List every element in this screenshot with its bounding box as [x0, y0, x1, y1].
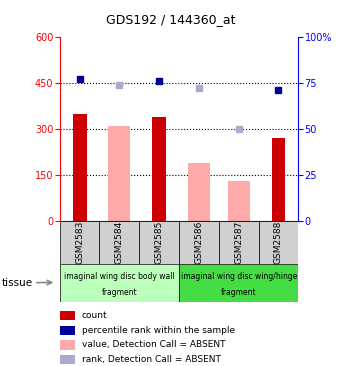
Bar — [100, 221, 139, 264]
Bar — [179, 264, 298, 302]
Bar — [179, 221, 219, 264]
Text: value, Detection Call = ABSENT: value, Detection Call = ABSENT — [82, 340, 225, 350]
Text: imaginal wing disc body wall: imaginal wing disc body wall — [64, 272, 175, 281]
Text: percentile rank within the sample: percentile rank within the sample — [82, 326, 235, 335]
Bar — [60, 264, 179, 302]
Bar — [228, 182, 250, 221]
Bar — [188, 163, 210, 221]
Text: imaginal wing disc wing/hinge: imaginal wing disc wing/hinge — [180, 272, 297, 281]
Bar — [73, 113, 87, 221]
Bar — [258, 221, 298, 264]
Bar — [108, 126, 130, 221]
Text: GSM2583: GSM2583 — [75, 221, 84, 264]
Text: GSM2587: GSM2587 — [234, 221, 243, 264]
Text: fragment: fragment — [221, 288, 256, 297]
Bar — [271, 138, 285, 221]
Text: GSM2584: GSM2584 — [115, 221, 124, 264]
Text: GSM2585: GSM2585 — [154, 221, 164, 264]
Text: count: count — [82, 311, 107, 320]
Bar — [219, 221, 258, 264]
Bar — [139, 221, 179, 264]
Bar — [152, 117, 166, 221]
Text: GDS192 / 144360_at: GDS192 / 144360_at — [106, 13, 235, 26]
Bar — [60, 221, 100, 264]
Text: GSM2588: GSM2588 — [274, 221, 283, 264]
Text: fragment: fragment — [102, 288, 137, 297]
Text: GSM2586: GSM2586 — [194, 221, 204, 264]
Text: rank, Detection Call = ABSENT: rank, Detection Call = ABSENT — [82, 355, 221, 364]
Text: tissue: tissue — [2, 277, 33, 288]
